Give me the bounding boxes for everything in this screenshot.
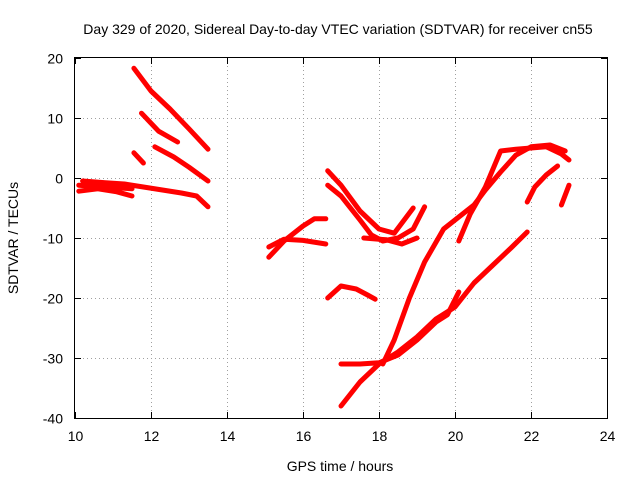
series-pass-7 — [131, 150, 146, 166]
x-tick-label: 24 — [600, 428, 616, 444]
series-pass-1 — [76, 182, 135, 192]
series-pass-15 — [338, 289, 462, 367]
series-pass-4 — [131, 65, 211, 152]
x-tick-label: 14 — [220, 428, 236, 444]
series-pass-5 — [139, 110, 181, 145]
tick-labels: 10 12 14 16 18 20 22 24 -40 -30 -20 -10 0 10 20 — [43, 51, 616, 445]
y-tick-label: -10 — [43, 231, 63, 247]
plot-frame — [74, 57, 608, 419]
series-pass-17 — [456, 144, 572, 244]
series-pass-12 — [361, 235, 420, 247]
y-axis-label: SDTVAR / TECUs — [5, 182, 21, 294]
series-pass-8 — [266, 216, 329, 260]
series-pass-2 — [76, 186, 135, 199]
y-tick-label: 0 — [55, 171, 63, 187]
x-tick-label: 22 — [524, 428, 540, 444]
series-pass-18 — [524, 163, 561, 205]
x-tick-label: 10 — [68, 428, 84, 444]
data-series — [76, 65, 572, 409]
grid-lines — [75, 58, 607, 418]
x-tick-label: 18 — [372, 428, 388, 444]
x-axis-label: GPS time / hours — [287, 458, 394, 474]
series-pass-6 — [152, 144, 211, 184]
y-tick-label: 20 — [47, 51, 63, 67]
series-pass-3 — [80, 178, 211, 210]
y-tick-label: -40 — [43, 411, 63, 427]
chart-title: Day 329 of 2020, Sidereal Day-to-day VTE… — [83, 21, 593, 37]
x-tick-label: 12 — [144, 428, 160, 444]
series-pass-19 — [558, 182, 572, 208]
series-pass-13 — [325, 283, 378, 302]
y-tick-label: 10 — [47, 111, 63, 127]
series-pass-10 — [325, 168, 416, 236]
x-tick-label: 16 — [296, 428, 312, 444]
x-tick-label: 20 — [448, 428, 464, 444]
y-tick-label: -20 — [43, 291, 63, 307]
series-pass-9 — [266, 236, 329, 250]
series-pass-14 — [338, 229, 530, 409]
series-pass-16 — [380, 142, 568, 367]
y-tick-label: -30 — [43, 351, 63, 367]
